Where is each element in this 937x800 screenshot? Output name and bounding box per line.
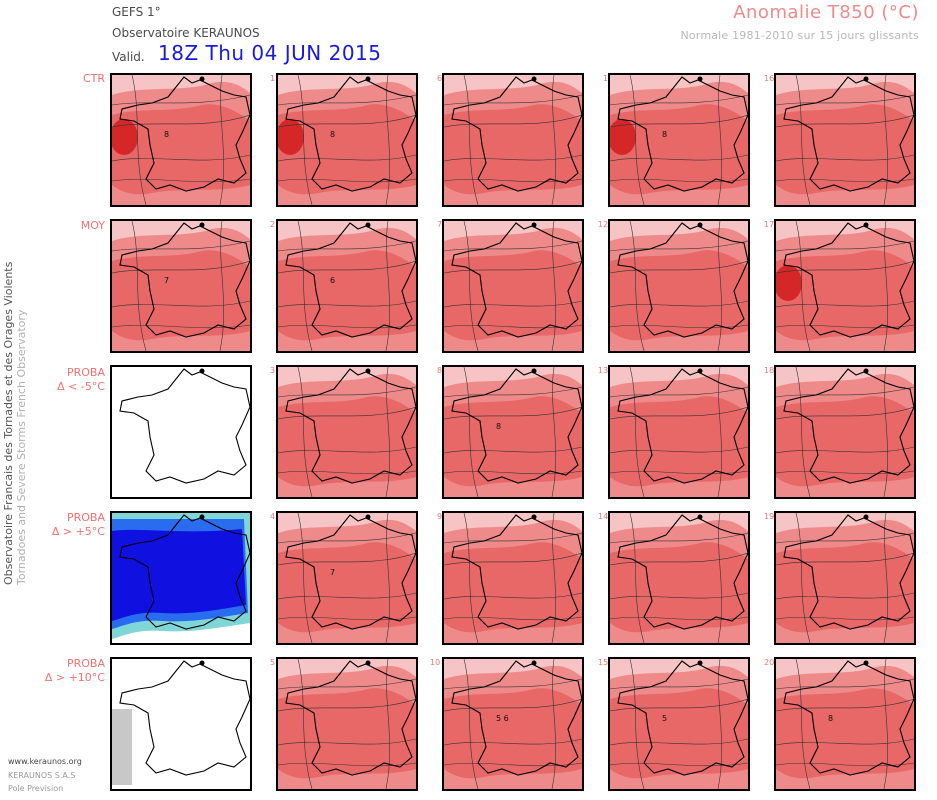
member-number: 9 xyxy=(437,512,443,521)
map-panel xyxy=(442,511,584,645)
side-credits: Observatoire Francais des Tornades et de… xyxy=(2,262,28,585)
map-panel xyxy=(110,365,252,499)
member-number: 18 xyxy=(764,366,775,375)
footer-website: www.keraunos.org xyxy=(8,757,82,766)
france-map xyxy=(776,75,914,205)
side-credit-french: Observatoire Francais des Tornades et de… xyxy=(2,261,15,585)
observatory-label: Observatoire KERAUNOS xyxy=(112,26,260,40)
france-map: 8 xyxy=(278,75,416,205)
map-panel xyxy=(774,73,916,207)
france-map xyxy=(278,659,416,789)
member-number: 2 xyxy=(270,220,276,229)
map-panel xyxy=(276,657,418,791)
contour-label: 8 xyxy=(828,714,833,723)
contour-label: 8 xyxy=(330,130,335,139)
contour-label: 8 xyxy=(496,422,501,431)
member-number: 7 xyxy=(437,220,443,229)
contour-label: 8 xyxy=(662,130,667,139)
map-panel xyxy=(110,511,252,645)
map-panel xyxy=(442,73,584,207)
map-panel: 8 xyxy=(110,73,252,207)
map-panel: 6 xyxy=(276,219,418,353)
member-number: 12 xyxy=(598,220,609,229)
member-number: 5 xyxy=(270,658,276,667)
france-map: 5 xyxy=(610,659,748,789)
france-map xyxy=(112,513,250,643)
france-map: 5 6 xyxy=(444,659,582,789)
row-label-proba-above-plus5: PROBA Δ > +5°C xyxy=(51,511,105,538)
france-map: 8 xyxy=(610,75,748,205)
contour-label: 5 6 xyxy=(496,714,509,723)
map-panel xyxy=(608,219,750,353)
map-panel: 8 xyxy=(774,657,916,791)
france-map: 6 xyxy=(278,221,416,351)
france-map: 7 xyxy=(278,513,416,643)
map-panel: 8 xyxy=(608,73,750,207)
map-panel: 5 6 xyxy=(442,657,584,791)
france-map xyxy=(444,513,582,643)
map-panel xyxy=(276,365,418,499)
map-panel xyxy=(110,657,252,791)
row-label-proba-above-plus10: PROBA Δ > +10°C xyxy=(44,657,105,684)
member-number: 4 xyxy=(270,512,276,521)
france-map: 8 xyxy=(444,367,582,497)
map-panel xyxy=(774,365,916,499)
map-panel xyxy=(608,365,750,499)
map-panel xyxy=(608,511,750,645)
france-map: 8 xyxy=(112,75,250,205)
france-map: 7 xyxy=(112,221,250,351)
member-number: 15 xyxy=(598,658,609,667)
member-number: 17 xyxy=(764,220,775,229)
member-number: 16 xyxy=(764,74,775,83)
model-label: GEFS 1° xyxy=(112,5,161,19)
member-number: 19 xyxy=(764,512,775,521)
map-panel xyxy=(774,511,916,645)
member-number: 1 xyxy=(270,74,276,83)
row-label-ctr: CTR xyxy=(82,72,105,85)
france-map xyxy=(610,367,748,497)
france-map xyxy=(444,221,582,351)
valid-label: Valid. xyxy=(112,50,145,64)
map-title: Anomalie T850 (°C) xyxy=(733,2,919,23)
valid-date: 18Z Thu 04 JUN 2015 xyxy=(158,41,382,65)
france-map xyxy=(278,367,416,497)
row-label-moy: MOY xyxy=(80,219,105,232)
map-panel: 5 xyxy=(608,657,750,791)
france-map xyxy=(112,659,250,789)
member-number: 20 xyxy=(764,658,775,667)
france-map xyxy=(776,221,914,351)
contour-label: 7 xyxy=(330,568,335,577)
france-map xyxy=(776,367,914,497)
member-number: 10 xyxy=(430,658,441,667)
member-number: 14 xyxy=(598,512,609,521)
side-credit-english: Tornadoes and Severe Storms French Obser… xyxy=(15,309,28,585)
map-panel: 8 xyxy=(442,365,584,499)
france-map xyxy=(444,75,582,205)
france-map xyxy=(776,513,914,643)
footer-service: Pole Prevision xyxy=(8,784,64,793)
map-panel: 7 xyxy=(110,219,252,353)
france-map xyxy=(610,513,748,643)
contour-label: 7 xyxy=(164,276,169,285)
map-panel: 7 xyxy=(276,511,418,645)
row-label-proba-below-minus5: PROBA Δ < -5°C xyxy=(57,366,105,393)
contour-label: 8 xyxy=(164,130,169,139)
france-map xyxy=(610,221,748,351)
member-number: 3 xyxy=(270,366,276,375)
map-panel xyxy=(774,219,916,353)
member-number: 8 xyxy=(437,366,443,375)
member-number: 13 xyxy=(598,366,609,375)
map-panel xyxy=(442,219,584,353)
member-number: 6 xyxy=(437,74,443,83)
contour-label: 6 xyxy=(330,276,335,285)
france-map xyxy=(112,367,250,497)
map-panel: 8 xyxy=(276,73,418,207)
contour-label: 5 xyxy=(662,714,667,723)
france-map: 8 xyxy=(776,659,914,789)
footer-company: KERAUNOS S.A.S xyxy=(8,771,76,780)
map-subtitle: Normale 1981-2010 sur 15 jours glissants xyxy=(680,29,919,42)
